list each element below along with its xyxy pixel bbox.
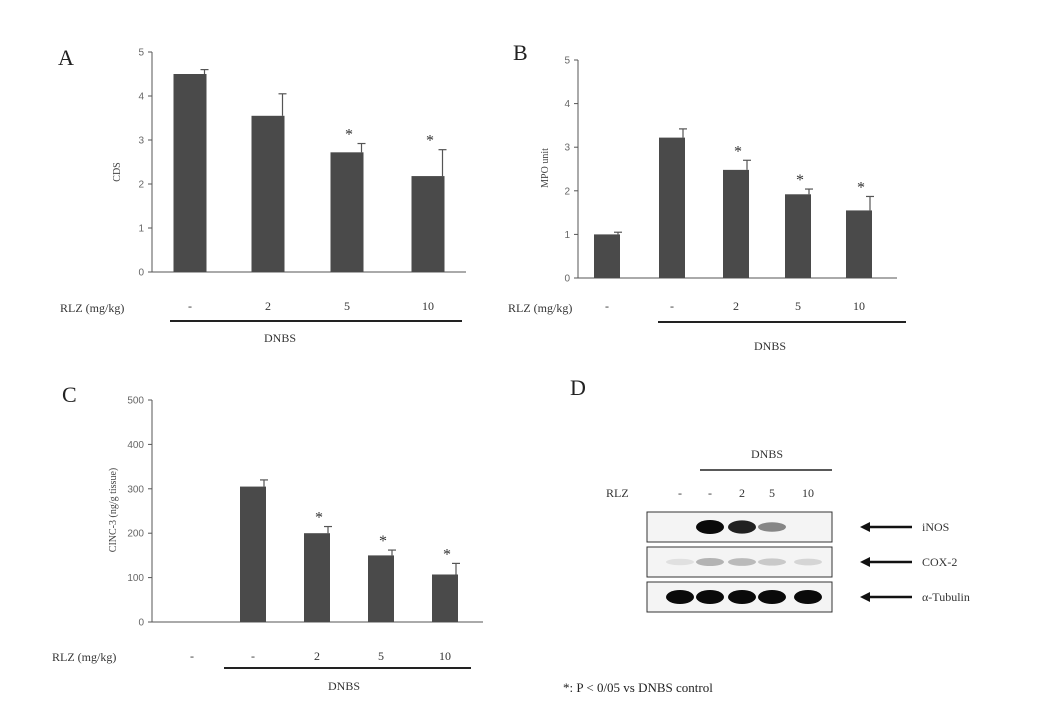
significance-star-b: * — [796, 172, 804, 189]
treatment-label-c: RLZ (mg/kg) — [52, 650, 116, 664]
bar-b — [846, 210, 872, 278]
y-tick-label-c: 400 — [127, 440, 144, 451]
y-tick-label-a: 3 — [138, 136, 144, 147]
treatment-label-b: RLZ (mg/kg) — [508, 301, 572, 315]
bar-b — [723, 169, 749, 278]
blot-lane-label: 10 — [802, 486, 814, 500]
blot-group-label: DNBS — [751, 447, 783, 461]
bar-b — [594, 234, 620, 278]
blot-band — [696, 590, 724, 604]
blot-band-label: COX-2 — [922, 555, 957, 569]
y-tick-label-c: 500 — [127, 396, 144, 407]
y-axis-label-c: CINC-3 (ng/g tissue) — [108, 468, 119, 552]
significance-star-c: * — [443, 546, 451, 563]
category-label-c: 2 — [314, 649, 320, 663]
y-axis-label-a: CDS — [112, 162, 123, 181]
bar-a — [330, 152, 364, 272]
panel-d: D DNBS RLZ - - 2 5 10 iNOS COX-2 α-Tubulin — [570, 375, 970, 613]
significance-star-b: * — [857, 179, 865, 196]
significance-star-a: * — [345, 127, 353, 144]
blot-row-label: RLZ — [606, 486, 629, 500]
blot-arrowhead — [860, 522, 870, 532]
category-label-a: 2 — [265, 299, 271, 313]
y-tick-label-a: 5 — [138, 48, 144, 59]
group-label-a: DNBS — [264, 331, 296, 345]
significance-star-c: * — [379, 533, 387, 550]
y-tick-label-a: 4 — [138, 92, 144, 103]
blot-lane-label: 2 — [739, 486, 745, 500]
category-label-a: 5 — [344, 299, 350, 313]
blot-arrowhead — [860, 592, 870, 602]
y-tick-label-c: 100 — [127, 573, 144, 584]
y-tick-label-a: 1 — [138, 224, 144, 235]
footnote: *: P < 0/05 vs DNBS control — [563, 680, 713, 695]
bar-c — [240, 486, 266, 622]
blot-band-label: iNOS — [922, 520, 949, 534]
blot-arrowhead — [860, 557, 870, 567]
blot-band — [728, 590, 756, 604]
blot-band — [666, 558, 694, 566]
treatment-label-a: RLZ (mg/kg) — [60, 301, 124, 315]
blot-band — [696, 558, 724, 566]
blot-lane-label: 5 — [769, 486, 775, 500]
panel-letter-b: B — [513, 40, 528, 65]
y-tick-label-b: 3 — [564, 143, 570, 154]
blot-band — [794, 590, 822, 604]
panel-b: B MPO unit RLZ (mg/kg) DNBS 0 1 2 3 4 5 - - * 2 * 5… — [508, 40, 906, 353]
bar-b — [785, 194, 811, 278]
bar-a — [251, 115, 285, 272]
panel-c: C CINC-3 (ng/g tissue) RLZ (mg/kg) DNBS … — [52, 382, 483, 693]
bar-c — [368, 555, 394, 622]
blot-band — [758, 558, 786, 566]
category-label-b: 2 — [733, 299, 739, 313]
panel-letter-c: C — [62, 382, 77, 407]
y-tick-label-b: 5 — [564, 56, 570, 67]
significance-star-a: * — [426, 133, 434, 150]
category-label-c: - — [190, 649, 194, 663]
blot-lane-label: - — [708, 486, 712, 500]
bar-b — [659, 137, 685, 278]
category-label-b: - — [605, 299, 609, 313]
blot-band — [696, 520, 724, 534]
blot-band — [728, 520, 756, 534]
group-label-b: DNBS — [754, 339, 786, 353]
y-tick-label-b: 0 — [564, 274, 570, 285]
blot-band-label: α-Tubulin — [922, 590, 970, 604]
significance-star-b: * — [734, 143, 742, 160]
bar-c — [304, 533, 330, 622]
panel-letter-a: A — [58, 45, 74, 70]
significance-star-c: * — [315, 510, 323, 527]
category-label-a: 10 — [422, 299, 434, 313]
y-tick-label-b: 2 — [564, 186, 570, 197]
group-label-c: DNBS — [328, 679, 360, 693]
y-tick-label-c: 300 — [127, 484, 144, 495]
y-tick-label-c: 200 — [127, 529, 144, 540]
y-tick-label-b: 4 — [564, 99, 570, 110]
bar-c — [432, 574, 458, 622]
blot-band — [758, 590, 786, 604]
category-label-c: 5 — [378, 649, 384, 663]
blot-band — [728, 558, 756, 566]
y-tick-label-a: 2 — [138, 180, 144, 191]
category-label-c: 10 — [439, 649, 451, 663]
panel-letter-d: D — [570, 375, 586, 400]
bar-a — [411, 176, 445, 272]
blot-band — [666, 590, 694, 604]
category-label-b: 5 — [795, 299, 801, 313]
bar-a — [173, 74, 207, 272]
y-axis-label-b: MPO unit — [540, 148, 551, 188]
category-label-a: - — [188, 299, 192, 313]
category-label-b: 10 — [853, 299, 865, 313]
panel-a: A CDS RLZ (mg/kg) DNBS 0 1 2 3 4 5 - 2 * 5 * 10 — [58, 45, 466, 345]
y-tick-label-c: 0 — [138, 618, 144, 629]
blot-band — [758, 522, 786, 532]
category-label-b: - — [670, 299, 674, 313]
y-tick-label-b: 1 — [564, 230, 570, 241]
category-label-c: - — [251, 649, 255, 663]
blot-band — [794, 558, 822, 566]
y-tick-label-a: 0 — [138, 268, 144, 279]
blot-lane-label: - — [678, 486, 682, 500]
